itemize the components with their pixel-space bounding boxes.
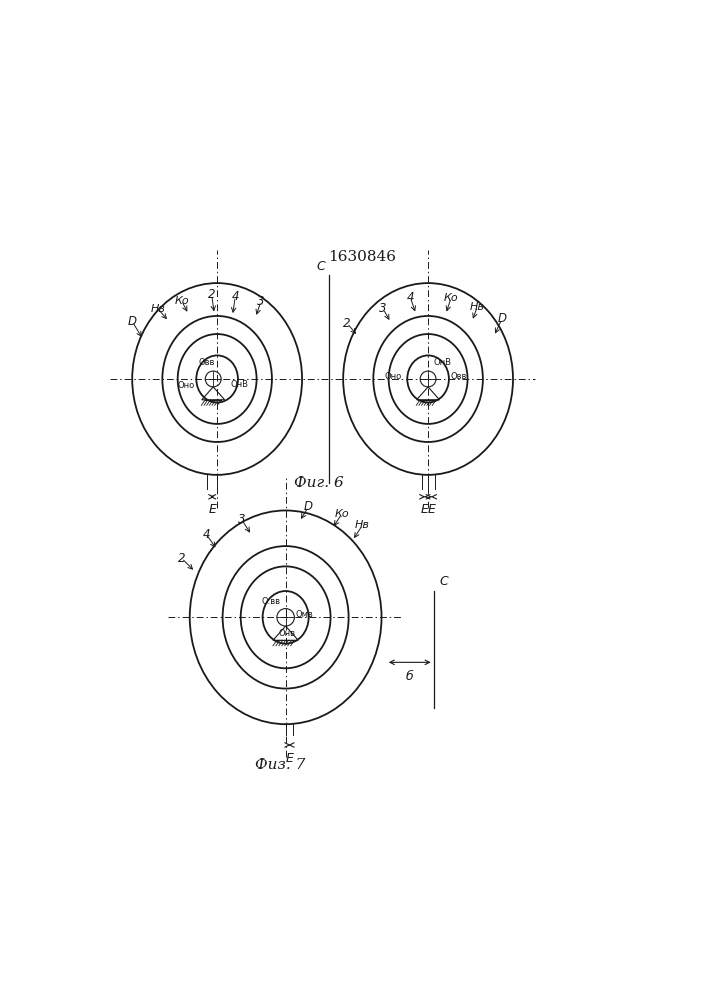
Text: Ко: Ко [444,293,458,303]
Text: D: D [128,315,136,328]
Text: 4: 4 [202,528,210,541]
Text: Онв: Онв [279,629,296,638]
Text: 3: 3 [257,295,264,308]
Text: Ко: Ко [174,296,189,306]
Text: Ко: Ко [334,509,349,519]
Text: 3: 3 [380,302,387,315]
Text: E: E [428,503,436,516]
Text: E: E [286,752,293,765]
Text: Овв: Овв [198,358,214,367]
Text: 1630846: 1630846 [328,250,397,264]
Text: D: D [304,500,313,513]
Text: б: б [406,670,414,683]
Text: Нв: Нв [470,302,485,312]
Text: С: С [316,260,325,273]
Text: Нв: Нв [151,304,165,314]
Text: ОнВ: ОнВ [231,380,249,389]
Text: Оно: Оно [385,372,402,381]
Text: С: С [439,575,448,588]
Text: 3: 3 [238,513,245,526]
Text: О.вв: О.вв [261,597,280,606]
Text: 2: 2 [343,317,351,330]
Text: 4: 4 [231,290,239,303]
Text: 2: 2 [208,288,216,301]
Text: E: E [209,503,216,516]
Text: E: E [421,503,428,516]
Text: Фиг. 6: Фиг. 6 [293,476,344,490]
Text: Омв: Омв [296,610,313,619]
Text: Нв: Нв [355,520,370,530]
Text: Физ. 7: Физ. 7 [255,758,305,772]
Text: 4: 4 [407,291,414,304]
Text: Оно: Оно [178,381,195,390]
Text: ОнВ: ОнВ [433,358,452,367]
Text: Овв: Овв [450,372,467,381]
Text: 2: 2 [177,552,185,565]
Text: D: D [498,312,506,325]
